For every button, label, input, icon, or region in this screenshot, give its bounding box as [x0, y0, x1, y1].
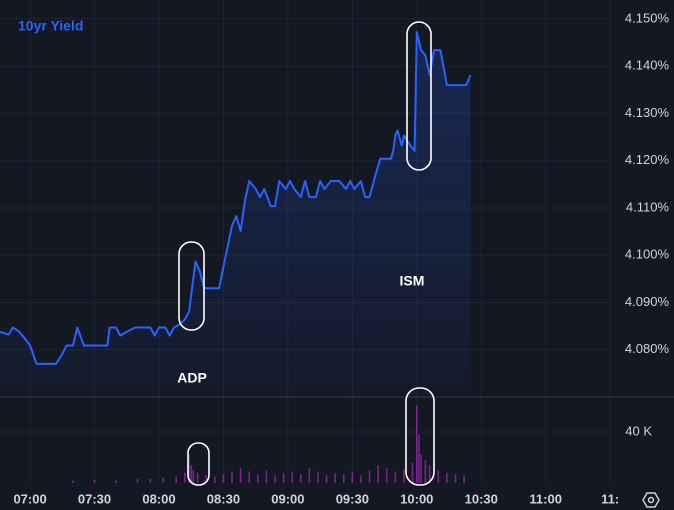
volume-bar [93, 479, 96, 483]
volume-bar [351, 471, 354, 483]
y-tick-label: 4.090% [625, 294, 670, 309]
volume-bar [115, 480, 117, 483]
y-tick-label: 40 K [625, 423, 652, 438]
volume-bar [257, 474, 259, 483]
highlight-ellipse [406, 21, 432, 171]
volume-bar [248, 471, 251, 483]
volume-bar [136, 479, 139, 483]
x-tick-label: 09:00 [271, 491, 304, 506]
highlight-ellipse [405, 387, 435, 486]
x-tick-label: 07:00 [13, 491, 46, 506]
x-tick-label: 08:00 [142, 491, 175, 506]
settings-icon[interactable] [642, 492, 660, 508]
volume-bar [274, 475, 276, 483]
volume-bar [308, 467, 311, 483]
volume-bar [385, 467, 388, 483]
volume-bar [403, 468, 405, 483]
volume-bar [299, 474, 302, 483]
y-tick-label: 4.080% [625, 341, 670, 356]
y-tick-label: 4.140% [625, 58, 670, 73]
volume-bar [192, 470, 195, 483]
volume-bar [463, 475, 465, 483]
y-tick-label: 4.100% [625, 247, 670, 262]
line [0, 31, 472, 365]
x-tick-label: 10:00 [400, 491, 433, 506]
volume-bar [291, 471, 293, 483]
volume-bar [360, 475, 362, 483]
volume-bar [239, 467, 242, 483]
volume-bar [231, 471, 233, 483]
volume-bar [265, 470, 268, 483]
y-tick-label: 4.130% [625, 105, 670, 120]
area-fill [0, 32, 471, 397]
x-tick-label: 11:00 [529, 491, 562, 506]
x-tick-label: 10:30 [465, 491, 498, 506]
volume-bar [394, 471, 397, 483]
volume-bar [411, 462, 414, 483]
volume-bar [446, 472, 448, 483]
annotation: ISM [400, 273, 425, 289]
volume-bar [72, 480, 74, 483]
x-tick-label: 11: [601, 491, 619, 506]
volume-bar [437, 470, 440, 483]
x-tick-label: 08:30 [207, 491, 240, 506]
volume-bar [149, 478, 152, 483]
volume-bar [454, 474, 457, 483]
volume-bar [342, 474, 345, 483]
plot [0, 31, 472, 483]
volume-bar [428, 465, 431, 483]
volume-bar [368, 470, 371, 483]
volume-bar [420, 454, 422, 483]
volume-bar [196, 472, 199, 483]
x-tick-label: 09:30 [336, 491, 369, 506]
volume-bar [190, 465, 193, 483]
y-tick-label: 4.150% [625, 10, 670, 25]
volume-bar [334, 472, 336, 483]
volume-bar [188, 454, 190, 483]
volume-bar [415, 405, 418, 483]
volume-bar [418, 434, 420, 483]
highlight-ellipse [187, 442, 210, 486]
volume-bar [282, 472, 285, 483]
highlight-ellipse [178, 241, 205, 331]
volume-bar [377, 465, 379, 483]
volume-bar [214, 476, 216, 483]
volume-bar [325, 475, 328, 483]
x-tick-label: 07:30 [78, 491, 111, 506]
y-tick-label: 4.110% [626, 199, 670, 214]
legend-label: 10yr Yield [18, 18, 83, 34]
volume-bar [222, 474, 225, 483]
annotation: ADP [177, 370, 207, 386]
volume-bar [175, 476, 177, 483]
volume-bar [205, 475, 208, 483]
volume-bar [424, 460, 427, 483]
volume-bar [183, 472, 186, 483]
volume-bar [317, 471, 319, 483]
y-tick-label: 4.120% [625, 152, 670, 167]
volume-bar [162, 477, 165, 483]
